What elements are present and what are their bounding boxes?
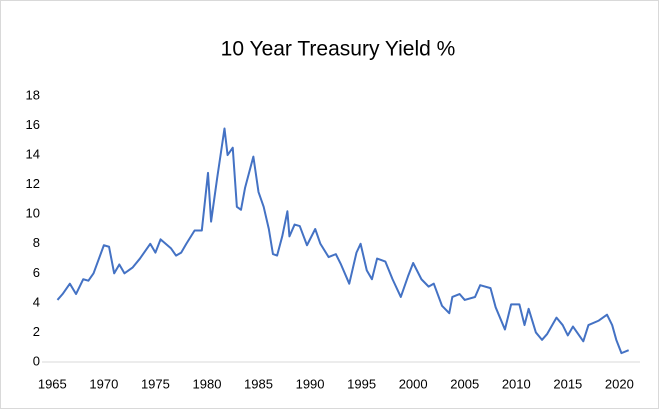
y-tick-label: 10: [26, 206, 40, 221]
y-tick-label: 14: [26, 147, 40, 162]
x-tick-label: 1970: [89, 376, 118, 391]
y-tick-label: 2: [33, 324, 40, 339]
x-tick-label: 1985: [244, 376, 273, 391]
x-tick-label: 1990: [296, 376, 325, 391]
x-tick-label: 1980: [193, 376, 222, 391]
y-tick-label: 8: [33, 235, 40, 250]
y-tick-label: 4: [33, 294, 40, 309]
x-tick-label: 2010: [502, 376, 531, 391]
x-tick-label: 2015: [553, 376, 582, 391]
y-tick-label: 18: [26, 87, 40, 102]
x-tick-label: 2000: [399, 376, 428, 391]
y-tick-label: 12: [26, 176, 40, 191]
y-tick-label: 6: [33, 265, 40, 280]
line-series: [56, 127, 630, 355]
y-tick-label: 0: [33, 353, 40, 368]
x-tick-label: 2020: [605, 376, 634, 391]
chart-title: 10 Year Treasury Yield %: [221, 38, 456, 61]
y-tick-label: 16: [26, 117, 40, 132]
x-tick-label: 2005: [450, 376, 479, 391]
x-tick-label: 1975: [141, 376, 170, 391]
x-tick-label: 1965: [38, 376, 67, 391]
x-tick-label: 1995: [347, 376, 376, 391]
